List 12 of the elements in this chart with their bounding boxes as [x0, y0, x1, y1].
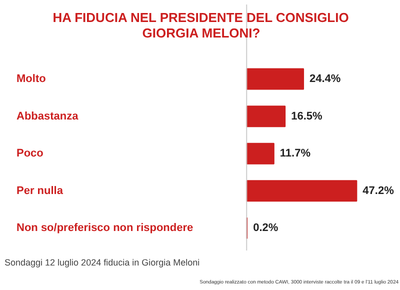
y-tick-label: Abbastanza [16, 110, 80, 122]
y-tick-label: Per nulla [16, 184, 64, 197]
data-label: 0.2% [253, 222, 278, 234]
y-tick-label: Poco [16, 148, 44, 160]
data-label: 47.2% [362, 184, 394, 197]
text: Sondaggi 12 luglio 2024 fiducia in Giorgia Meloni [4, 258, 200, 268]
data-label: 16.5% [291, 110, 323, 122]
data-label: 24.4% [310, 73, 341, 86]
y-tick-label: Non so/preferisco non rispondere [16, 222, 194, 234]
data-label: 11.7% [280, 148, 311, 160]
y-tick-label: Molto [16, 73, 46, 86]
chart-title: HA FIDUCIA NEL PRESIDENTE DEL CONSIGLIO GIORGIA MELONI? [52, 10, 349, 41]
